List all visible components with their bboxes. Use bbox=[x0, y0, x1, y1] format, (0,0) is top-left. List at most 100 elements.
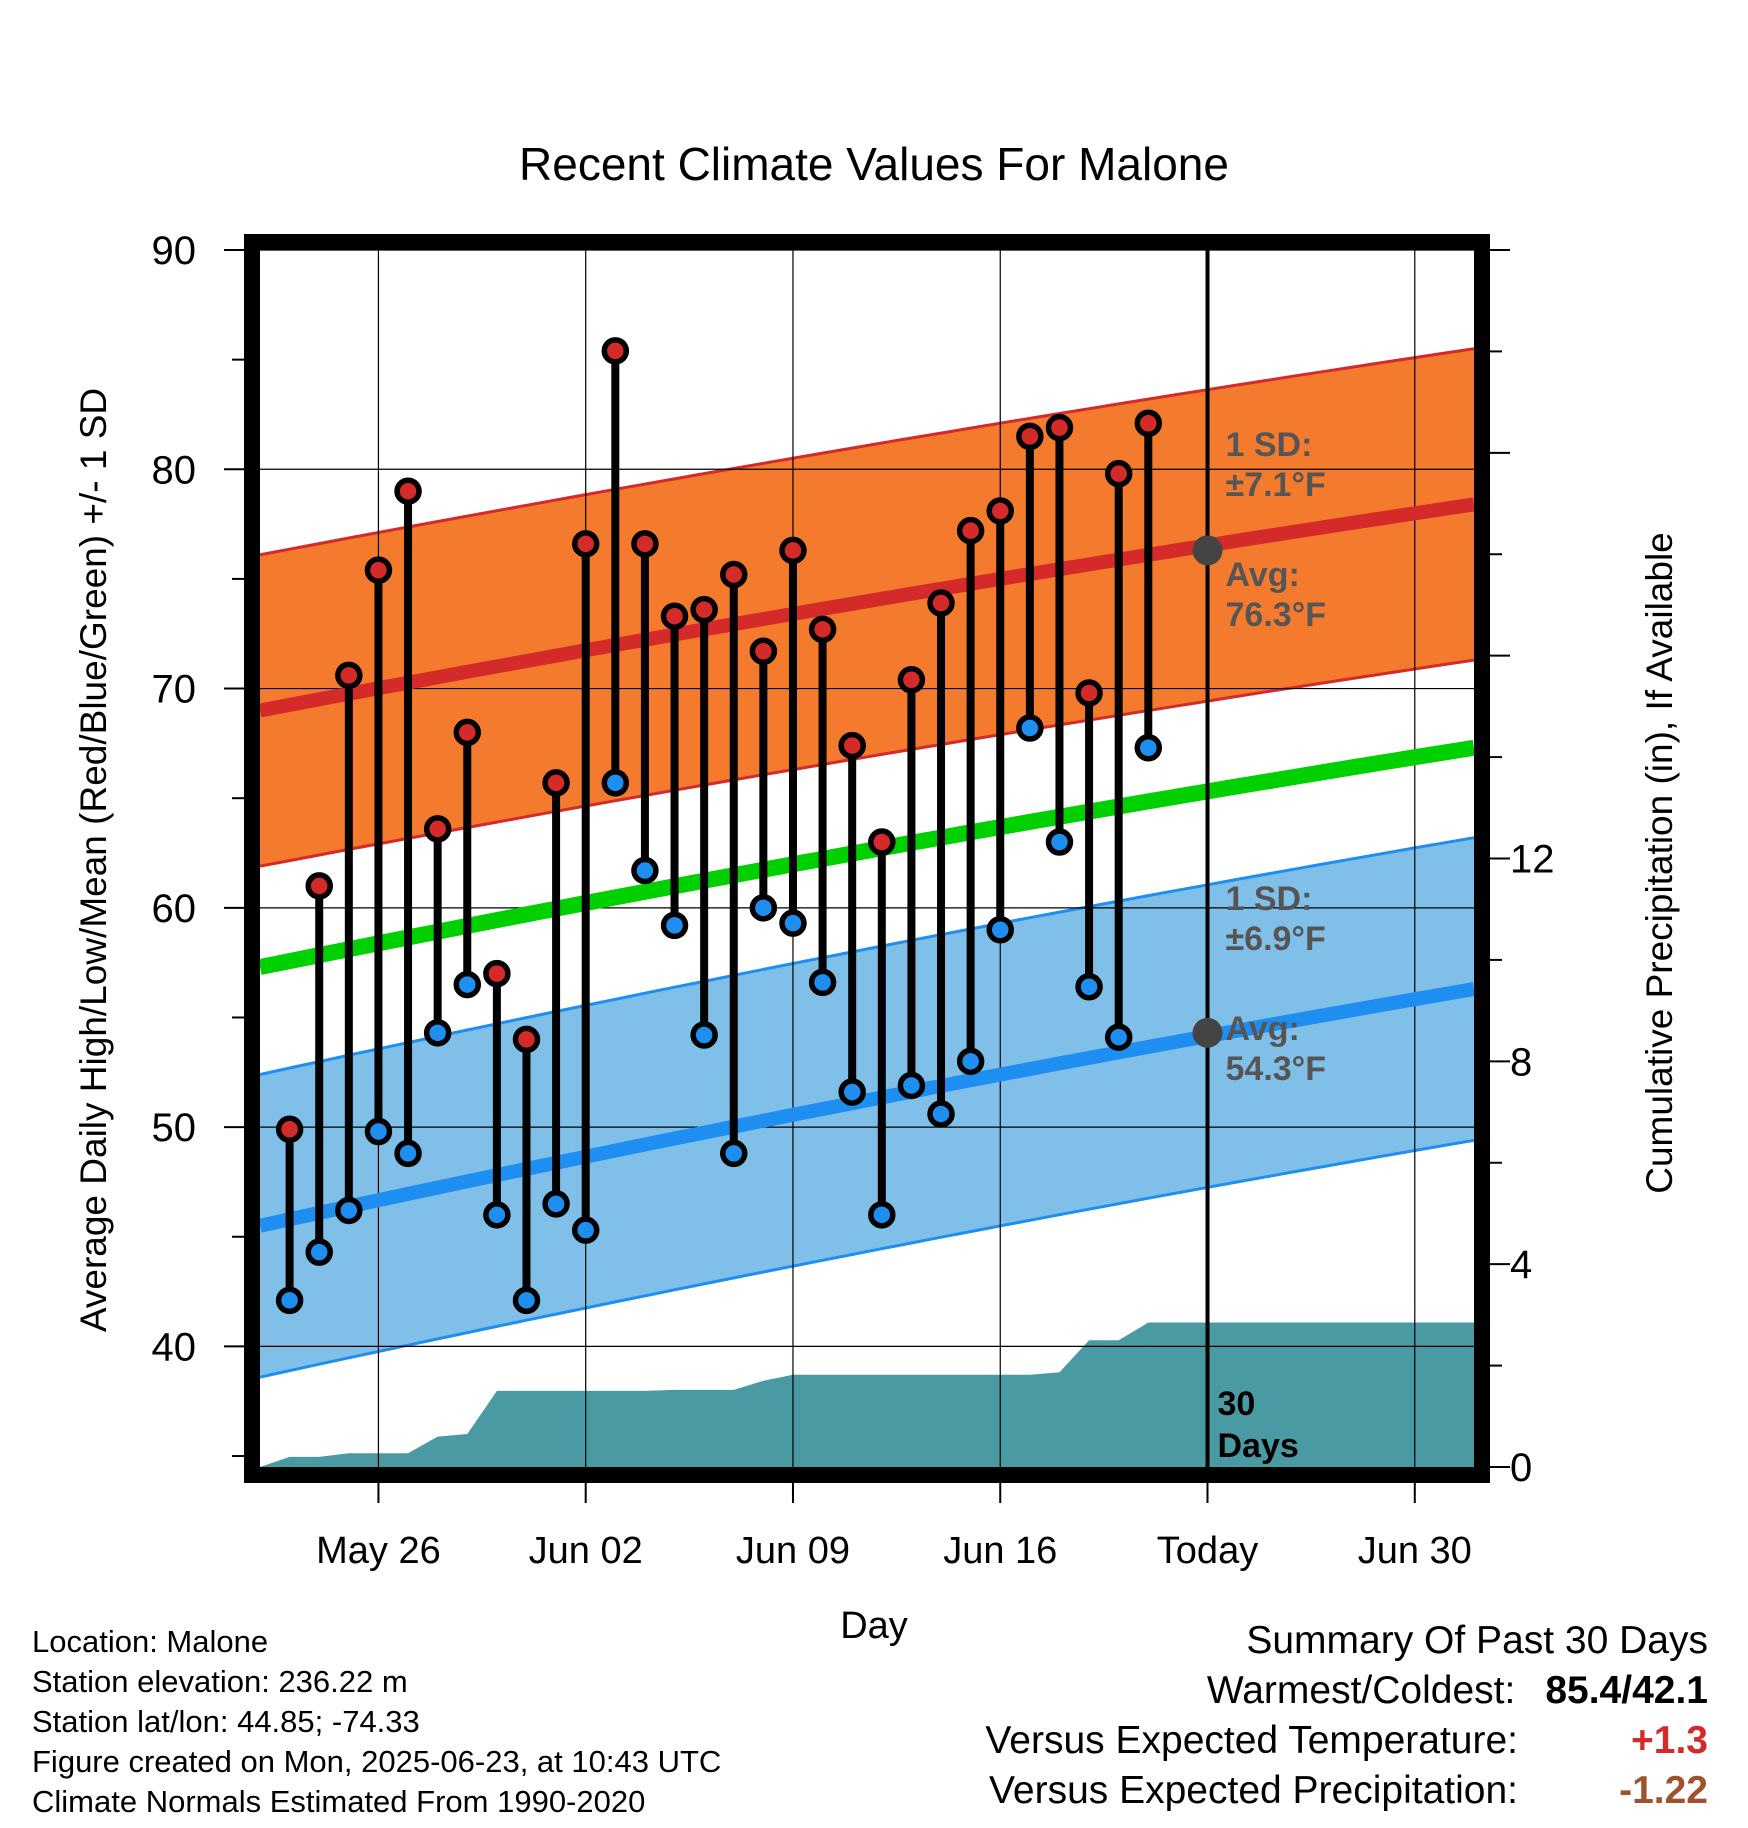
normal-mean-line bbox=[260, 739, 1474, 975]
daily-high-point bbox=[601, 337, 630, 365]
daily-low-point bbox=[631, 856, 659, 885]
daily-low-point bbox=[720, 1139, 748, 1168]
plot-content bbox=[260, 250, 1474, 1467]
precip-anomaly-value: -1.22 bbox=[1619, 1769, 1708, 1812]
daily-low-point bbox=[453, 970, 482, 999]
today-low-avg-marker bbox=[1192, 1017, 1223, 1048]
precip-anomaly-label: Versus Expected Precipitation: bbox=[989, 1769, 1518, 1812]
daily-high-point bbox=[453, 718, 482, 747]
x-tick-label: Today bbox=[1157, 1530, 1258, 1572]
x-tick-label: May 26 bbox=[316, 1530, 441, 1572]
daily-high-point bbox=[394, 477, 422, 505]
high_annotation-sd-value: ±7.1°F bbox=[1226, 466, 1326, 504]
daily-high-point bbox=[690, 595, 718, 624]
chart-title: Recent Climate Values For Malone bbox=[519, 138, 1229, 190]
summary-precip-row: Versus Expected Precipitation: -1.22 bbox=[985, 1766, 1708, 1816]
normals-text: Climate Normals Estimated From 1990-2020 bbox=[32, 1784, 646, 1819]
y2-tick-label: 4 bbox=[1510, 1243, 1532, 1287]
daily-low-point bbox=[986, 916, 1014, 944]
x-tick-label: Jun 02 bbox=[529, 1530, 643, 1572]
high_annotation-avg-value: 76.3°F bbox=[1226, 596, 1327, 634]
daily-low-point bbox=[364, 1117, 393, 1146]
daily-low-point bbox=[512, 1286, 541, 1315]
low_annotation-avg-title: Avg: bbox=[1226, 1010, 1300, 1048]
daily-low-point bbox=[601, 769, 630, 797]
y2-axis-label: Cumulative Precipitation (in), If Availa… bbox=[1639, 532, 1680, 1194]
daily-high-point bbox=[275, 1115, 304, 1144]
daily-low-point bbox=[305, 1238, 333, 1266]
daily-high-point bbox=[779, 536, 807, 565]
daily-low-point bbox=[897, 1071, 926, 1100]
y-tick-label: 70 bbox=[152, 668, 197, 712]
y-tick-label: 90 bbox=[152, 229, 197, 273]
y-tick-label: 80 bbox=[152, 448, 197, 492]
daily-low-point bbox=[483, 1201, 511, 1229]
daily-low-point bbox=[779, 909, 807, 937]
thirty-days-label-line1: 30 bbox=[1218, 1385, 1256, 1423]
daily-high-point bbox=[1045, 413, 1074, 442]
daily-high-point bbox=[956, 516, 985, 545]
daily-low-point bbox=[1134, 734, 1163, 762]
daily-low-point bbox=[838, 1078, 866, 1106]
daily-high-point bbox=[660, 602, 689, 630]
daily-high-point bbox=[868, 828, 896, 856]
daily-high-point bbox=[631, 530, 659, 558]
station-info: Location: Malone Station elevation: 236.… bbox=[32, 1622, 721, 1822]
high-sd-band-lower-edge bbox=[260, 658, 1474, 868]
daily-high-point bbox=[305, 872, 333, 900]
daily-high-point bbox=[335, 661, 363, 690]
daily-high-point bbox=[808, 615, 837, 644]
daily-high-point bbox=[749, 637, 778, 666]
latlon-text: Station lat/lon: 44.85; -74.33 bbox=[32, 1704, 420, 1739]
daily-low-point bbox=[423, 1019, 452, 1047]
daily-low-point bbox=[542, 1190, 570, 1218]
y2-tick-label: 8 bbox=[1510, 1040, 1532, 1084]
summary-warmest-row: Warmest/Coldest: 85.4/42.1 bbox=[985, 1666, 1708, 1716]
elevation-text: Station elevation: 236.22 m bbox=[32, 1664, 408, 1699]
low-sd-band-lower-edge bbox=[260, 1138, 1474, 1379]
plot-frame bbox=[244, 234, 1490, 1483]
temp-anomaly-value: +1.3 bbox=[1631, 1719, 1708, 1762]
daily-low-point bbox=[394, 1139, 422, 1168]
daily-low-point bbox=[1045, 828, 1074, 856]
high_annotation-sd-title: 1 SD: bbox=[1226, 426, 1313, 464]
low-sd-band-upper-edge bbox=[260, 836, 1474, 1076]
daily-low-point bbox=[275, 1286, 304, 1315]
normal-low-line bbox=[260, 982, 1474, 1233]
low_annotation-sd-value: ±6.9°F bbox=[1226, 920, 1326, 958]
high-sd-band-upper-edge bbox=[260, 347, 1474, 557]
temp-anomaly-label: Versus Expected Temperature: bbox=[985, 1719, 1518, 1762]
warmest-value: 85.4/42.1 bbox=[1545, 1669, 1708, 1712]
daily-high-point bbox=[571, 530, 600, 558]
daily-low-point bbox=[660, 911, 689, 940]
thirty-days-label-line2: Days bbox=[1218, 1427, 1299, 1465]
x-tick-label: Jun 16 bbox=[943, 1530, 1057, 1572]
daily-high-point bbox=[720, 560, 748, 589]
daily-high-point bbox=[1016, 422, 1044, 451]
y2-tick-label: 0 bbox=[1510, 1446, 1532, 1490]
x-tick-label: Jun 09 bbox=[736, 1530, 850, 1572]
y-tick-label: 60 bbox=[152, 887, 197, 931]
warmest-label: Warmest/Coldest: bbox=[1206, 1669, 1516, 1712]
created-text: Figure created on Mon, 2025-06-23, at 10… bbox=[32, 1744, 722, 1779]
x-axis-label: Day bbox=[840, 1605, 908, 1647]
daily-low-point bbox=[690, 1021, 718, 1049]
daily-low-point bbox=[927, 1100, 955, 1128]
normal-high-line bbox=[260, 497, 1474, 718]
summary-title: Summary Of Past 30 Days bbox=[1246, 1619, 1708, 1662]
daily-high-point bbox=[1104, 459, 1133, 488]
y-axis-label: Average Daily High/Low/Mean (Red/Blue/Gr… bbox=[73, 388, 114, 1332]
daily-high-point bbox=[364, 556, 393, 584]
daily-high-point bbox=[1134, 409, 1163, 437]
high_annotation-avg-title: Avg: bbox=[1226, 556, 1300, 594]
today-high-avg-marker bbox=[1192, 535, 1223, 566]
daily-high-point bbox=[542, 769, 570, 797]
daily-low-point bbox=[749, 894, 778, 922]
daily-high-point bbox=[897, 666, 926, 694]
daily-high-point bbox=[423, 815, 452, 843]
location-text: Location: Malone bbox=[32, 1624, 269, 1659]
low_annotation-sd-title: 1 SD: bbox=[1226, 880, 1313, 918]
summary-temp-row: Versus Expected Temperature: +1.3 bbox=[985, 1716, 1708, 1766]
